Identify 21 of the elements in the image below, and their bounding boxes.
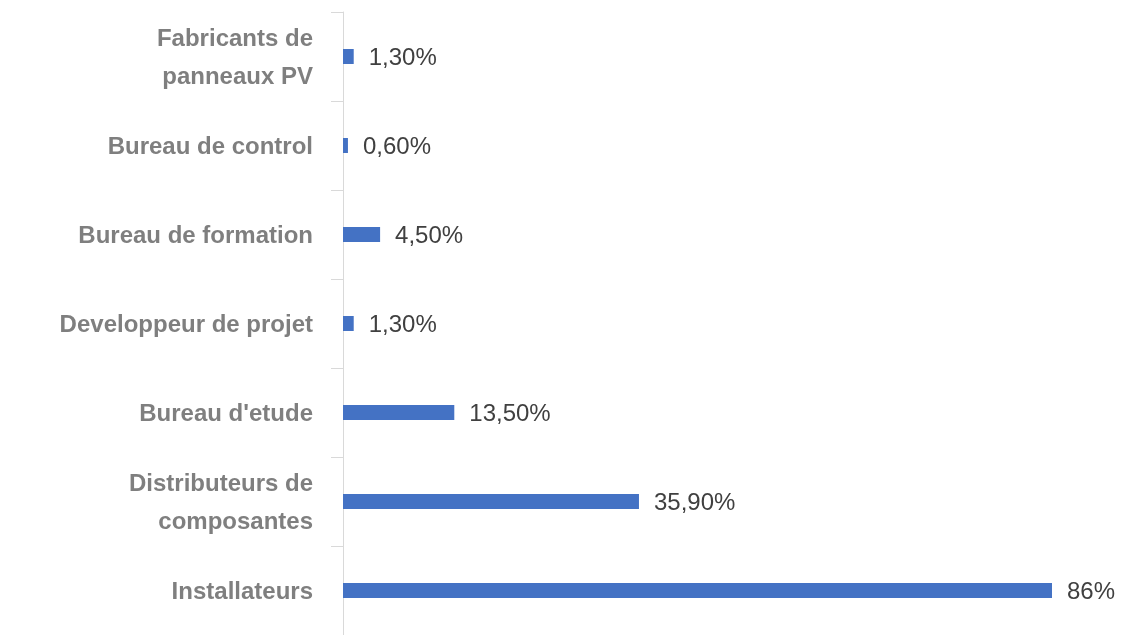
data-label: 1,30% [368, 43, 437, 70]
y-tick-label: Fabricants de panneaux PV [156, 24, 313, 89]
y-tick-label: Distributeurs de composantes [128, 469, 313, 534]
bar [343, 494, 639, 509]
y-tick-label: Developpeur de projet [59, 310, 313, 337]
data-label: 13,50% [469, 399, 551, 426]
bar [343, 138, 348, 153]
y-tick-label: Bureau d'etude [139, 399, 313, 426]
y-tick-label: Bureau de formation [78, 221, 313, 248]
bar [343, 227, 381, 242]
data-label: 35,90% [653, 488, 736, 515]
data-label: 1,30% [368, 310, 437, 337]
data-label: 0,60% [362, 132, 432, 159]
bar [343, 316, 354, 331]
data-label: 4,50% [395, 221, 464, 248]
bar [343, 405, 455, 420]
bar [343, 49, 354, 64]
bar [343, 583, 1052, 598]
y-tick-label: Installateurs [171, 577, 313, 604]
y-tick-label: Bureau de control [107, 132, 313, 159]
data-label: 86% [1067, 577, 1116, 604]
